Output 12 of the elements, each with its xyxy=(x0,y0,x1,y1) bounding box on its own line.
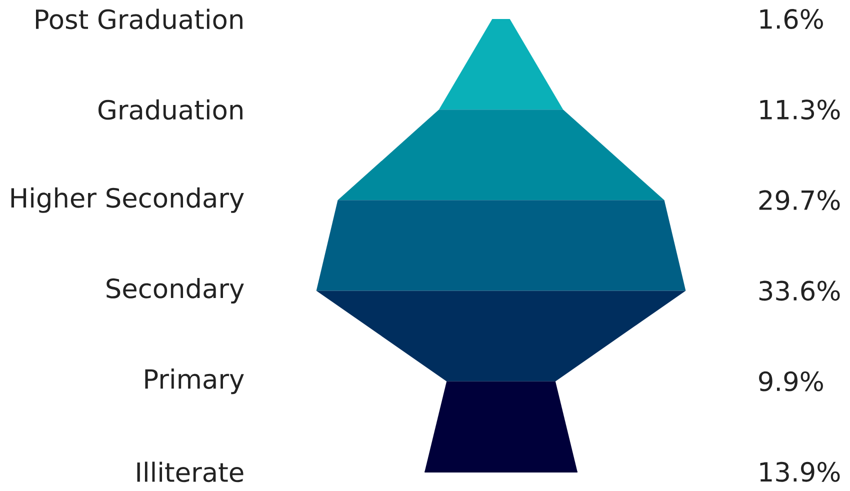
category-label: Primary xyxy=(145,368,244,394)
data-label: 13.9% xyxy=(760,462,840,482)
category-label: Illiterate xyxy=(137,462,244,482)
data-label: 33.6% xyxy=(759,280,840,301)
data-label: 29.7% xyxy=(759,190,840,210)
data-label: 1.6% xyxy=(760,9,823,30)
category-label: Higher Secondary xyxy=(11,187,244,213)
category-label: Secondary xyxy=(106,278,244,304)
category-label: Post Graduation xyxy=(36,8,242,30)
category-label: Graduation xyxy=(98,99,242,120)
data-label: 11.3% xyxy=(760,100,840,120)
data-label: 9.9% xyxy=(759,371,823,392)
